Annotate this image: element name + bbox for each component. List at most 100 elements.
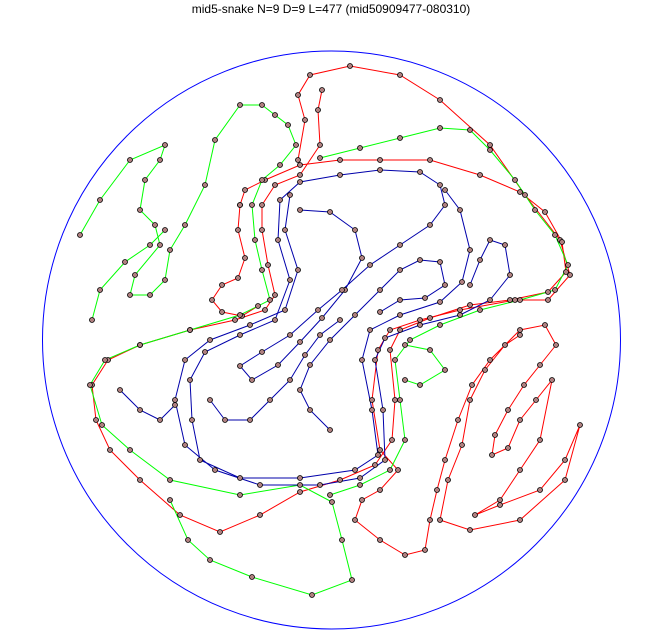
path-node (315, 107, 321, 113)
path-node (242, 187, 248, 193)
path-node (422, 547, 428, 553)
path-node (302, 352, 308, 358)
path-node (377, 167, 383, 173)
path-node (217, 529, 223, 535)
path-node (437, 517, 443, 523)
path-node (337, 172, 343, 178)
path-node (295, 92, 301, 98)
path-node (487, 237, 493, 243)
path-node (517, 417, 523, 423)
path-node (247, 322, 253, 328)
path-node (377, 447, 383, 453)
path-node (395, 467, 401, 473)
path-node (107, 447, 113, 453)
path-node (287, 192, 293, 198)
path-node (207, 337, 213, 343)
path-node (562, 457, 568, 463)
path-node (417, 382, 423, 388)
path-node (487, 297, 493, 303)
path-node (202, 182, 208, 188)
path-node (442, 367, 448, 373)
path-node (537, 487, 543, 493)
path-node (319, 87, 325, 93)
path-node (397, 267, 403, 273)
path-node (277, 162, 283, 168)
plot-title: mid5-snake N=9 D=9 L=477 (mid50909477-08… (191, 2, 471, 16)
path-node (427, 315, 433, 321)
path-node (369, 407, 375, 413)
path-node (549, 377, 555, 383)
path-node (282, 307, 288, 313)
path-node (339, 537, 345, 543)
path-node (372, 462, 378, 468)
path-node (259, 177, 265, 183)
path-node (422, 295, 428, 301)
path-node (272, 112, 278, 118)
path-node (482, 367, 488, 373)
path-node (397, 242, 403, 248)
path-node (172, 402, 178, 408)
path-node (237, 475, 243, 481)
path-node (442, 187, 448, 193)
path-node (521, 382, 527, 388)
path-node (122, 259, 128, 265)
path-node (407, 337, 413, 343)
path-node (237, 492, 243, 498)
path-node (137, 407, 143, 413)
path-node (442, 202, 448, 208)
path-node (162, 277, 168, 283)
path-node (255, 303, 261, 309)
path-node (237, 332, 243, 338)
path-node (397, 312, 403, 318)
path-node (302, 117, 308, 123)
path-node (427, 222, 433, 228)
path-node (272, 182, 278, 188)
path-node (477, 257, 483, 263)
boundary-circle (42, 50, 621, 630)
path-node (212, 137, 218, 143)
path-node (472, 512, 478, 518)
path-node (552, 287, 558, 293)
path-node (307, 362, 313, 368)
path-node (337, 477, 343, 483)
path-node (293, 142, 299, 148)
path-node (249, 377, 255, 383)
path-node (467, 247, 473, 253)
path-node (455, 417, 461, 423)
path-node (467, 527, 473, 533)
path-node (492, 432, 498, 438)
green-path (404, 344, 446, 386)
path-node (147, 292, 153, 298)
path-node (337, 317, 343, 323)
path-node (167, 477, 173, 483)
path-node (357, 482, 363, 488)
path-node (367, 262, 373, 268)
path-node (249, 202, 255, 208)
path-node (349, 577, 355, 583)
path-node (187, 327, 193, 333)
green-path (79, 104, 353, 596)
path-node (117, 387, 123, 393)
path-node (275, 362, 281, 368)
path-node (467, 397, 473, 403)
path-node (467, 127, 473, 133)
path-node (507, 297, 513, 303)
path-node (457, 307, 463, 313)
path-node (487, 142, 493, 148)
path-node (402, 552, 408, 558)
path-node (287, 277, 293, 283)
path-node (469, 382, 475, 388)
path-node (377, 537, 383, 543)
path-node (295, 267, 301, 273)
path-node (545, 289, 551, 295)
path-node (127, 157, 133, 163)
path-node (237, 363, 243, 369)
path-node (222, 417, 228, 423)
path-node (317, 142, 323, 148)
path-node (397, 135, 403, 141)
path-node (127, 447, 133, 453)
path-node (259, 202, 265, 208)
path-node (359, 357, 365, 363)
path-node (219, 282, 225, 288)
